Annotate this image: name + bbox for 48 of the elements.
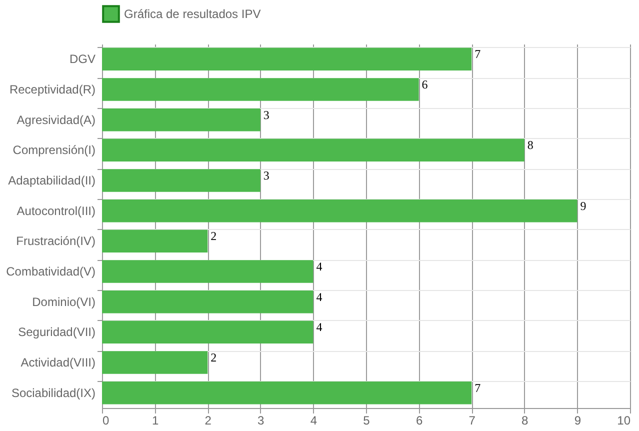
x-tick-label: 4 xyxy=(310,414,318,428)
data-label: 4 xyxy=(316,320,322,334)
legend-label: Gráfica de resultados IPV xyxy=(124,7,261,21)
y-tick-label: Seguridad(VII) xyxy=(18,325,96,340)
data-label: 3 xyxy=(263,108,270,122)
x-tick-label: 9 xyxy=(574,414,582,428)
x-tick-label: 3 xyxy=(258,414,265,428)
bar xyxy=(102,381,472,404)
y-tick-label: Actividad(VIII) xyxy=(20,356,96,370)
bar xyxy=(102,320,314,344)
x-tick-label: 10 xyxy=(617,414,631,428)
data-label: 7 xyxy=(474,380,481,395)
data-label: 2 xyxy=(210,229,217,244)
y-tick-label: Dominio(VI) xyxy=(32,294,96,309)
x-tick-label: 8 xyxy=(522,414,529,428)
data-label: 9 xyxy=(580,198,586,213)
bar xyxy=(102,78,419,101)
y-tick-label: Agresividad(A) xyxy=(16,112,96,127)
data-label: 8 xyxy=(527,138,534,152)
y-tick-label: Frustración(IV) xyxy=(16,234,96,248)
y-tick-label: Comprensión(I) xyxy=(12,143,96,158)
bar xyxy=(102,290,314,314)
data-label: 2 xyxy=(210,350,217,364)
bar xyxy=(102,48,472,71)
bar xyxy=(102,108,260,132)
y-tick-label: Receptividad(R) xyxy=(9,82,96,96)
bar xyxy=(102,138,524,162)
bar xyxy=(102,169,260,192)
y-tick-label: Sociabilidad(IX) xyxy=(11,386,96,400)
bar xyxy=(102,230,208,253)
x-tick-label: 5 xyxy=(363,414,370,428)
bar xyxy=(102,260,314,283)
bar xyxy=(102,199,578,222)
bar xyxy=(102,351,208,374)
y-tick-label: Combatividad(V) xyxy=(6,264,96,278)
data-label: 7 xyxy=(474,47,481,62)
data-label: 4 xyxy=(316,260,322,274)
data-label: 3 xyxy=(263,168,270,182)
x-tick-label: 7 xyxy=(468,414,476,428)
y-tick-label: DGV xyxy=(69,52,96,66)
y-tick-label: Autocontrol(III) xyxy=(16,204,96,218)
x-tick-label: 1 xyxy=(152,414,159,428)
x-tick-label: 6 xyxy=(416,414,423,428)
data-label: 6 xyxy=(422,78,428,92)
y-tick-label: Adaptabilidad(II) xyxy=(8,174,96,188)
x-tick-label: 0 xyxy=(102,414,110,428)
data-label: 4 xyxy=(316,290,322,304)
x-tick-label: 2 xyxy=(204,414,212,428)
